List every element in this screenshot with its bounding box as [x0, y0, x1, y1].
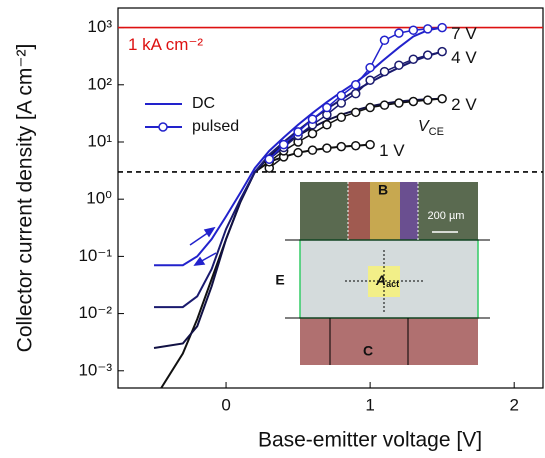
y-tick-label: 10⁰: [86, 189, 112, 208]
collector-region: [300, 318, 478, 365]
pulsed-point: [438, 24, 446, 32]
pulsed-point: [409, 55, 417, 63]
x-tick-label: 0: [221, 395, 230, 414]
y-tick-label: 10¹: [87, 131, 112, 150]
pulsed-point: [438, 95, 446, 103]
legend-label: DC: [192, 95, 215, 112]
pulsed-point: [294, 149, 302, 157]
pulsed-point: [366, 104, 374, 112]
pulsed-point: [352, 81, 360, 89]
reference-label: 1 kA cm⁻²: [128, 35, 203, 54]
chart: Base-emitter voltage [V] Collector curre…: [0, 0, 545, 458]
pulsed-point: [352, 142, 360, 150]
inset-label: E: [275, 272, 284, 288]
pulsed-point: [381, 36, 389, 44]
x-tick-label: 2: [509, 395, 518, 414]
pulsed-point: [438, 48, 446, 56]
y-tick-label: 10³: [87, 17, 112, 36]
pulsed-point: [424, 51, 432, 59]
pulsed-point: [395, 61, 403, 69]
pulsed-point: [337, 113, 345, 121]
pulsed-point: [265, 155, 273, 163]
pulsed-point: [337, 91, 345, 99]
y-tick-label: 10²: [87, 74, 112, 93]
pulsed-point: [308, 115, 316, 123]
x-tick-label: 1: [365, 395, 374, 414]
inset-label: C: [363, 343, 373, 359]
stripe: [400, 182, 418, 240]
y-tick-label: 10⁻³: [78, 360, 112, 379]
pulsed-point: [308, 130, 316, 138]
pulsed-point: [323, 144, 331, 152]
pulsed-point: [424, 96, 432, 104]
pulsed-point: [280, 141, 288, 149]
series-label: 1 V: [379, 141, 405, 160]
pulsed-point: [395, 99, 403, 107]
vce-label: VCE: [418, 118, 444, 138]
series-label: 2 V: [451, 95, 477, 114]
legend-label: pulsed: [192, 118, 239, 135]
arrow-head: [205, 228, 214, 236]
pulsed-point: [395, 29, 403, 37]
y-tick-label: 10⁻²: [78, 303, 112, 322]
pulsed-point: [366, 64, 374, 72]
scale-label: 200 µm: [428, 210, 465, 222]
pulsed-point: [409, 26, 417, 34]
pulsed-point: [409, 98, 417, 106]
pulsed-point: [323, 121, 331, 129]
y-tick-label: 10⁻¹: [78, 246, 112, 265]
stripe: [348, 182, 370, 240]
legend-marker: [159, 123, 167, 131]
pulsed-point: [294, 128, 302, 136]
pulsed-point: [381, 101, 389, 109]
pulsed-point: [308, 146, 316, 154]
pulsed-point: [323, 104, 331, 112]
x-axis-label: Base-emitter voltage [V]: [258, 429, 482, 452]
y-axis-label: Collector current density [A cm⁻²]: [14, 44, 37, 353]
pulsed-point: [366, 76, 374, 84]
series-label: 4 V: [451, 48, 477, 67]
pulsed-point: [366, 141, 374, 149]
pulsed-point: [352, 108, 360, 116]
arrow-head: [195, 258, 204, 265]
pulsed-point: [381, 68, 389, 76]
inset-label: B: [378, 182, 388, 198]
pulsed-point: [337, 143, 345, 151]
pulsed-point: [352, 90, 360, 98]
inset: B E C 200 µm Aact: [275, 182, 490, 365]
pulsed-point: [424, 25, 432, 33]
series-label: 7 V: [451, 24, 477, 43]
